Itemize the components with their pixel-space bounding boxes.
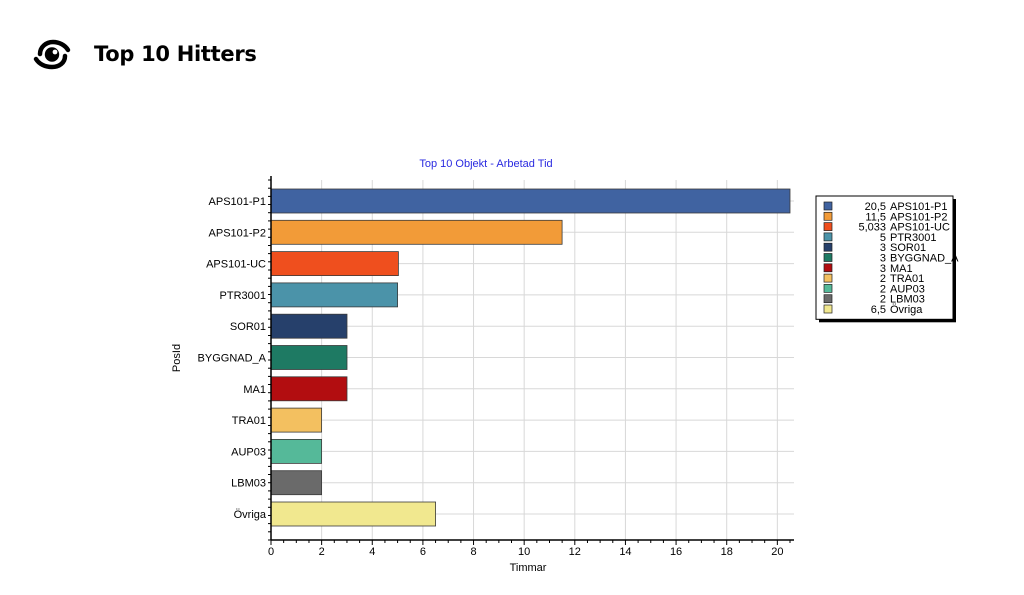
bar <box>270 407 322 433</box>
legend-value: 5,033 <box>858 222 886 234</box>
bar <box>270 376 348 402</box>
bar <box>270 251 399 277</box>
legend-swatch <box>823 304 833 314</box>
y-tick-label: LBM03 <box>231 478 266 490</box>
y-tick-labels: APS101-P1 APS101-P2 APS101-UC PTR3001 SOR01 B… <box>198 196 267 521</box>
y-tick-label: APS101-P2 <box>209 227 266 239</box>
page-title: Top 10 Hitters <box>94 42 257 66</box>
legend-swatch <box>823 263 833 273</box>
legend-swatch <box>823 201 833 211</box>
bar <box>270 345 348 370</box>
y-tick-label: APS101-UC <box>206 259 266 271</box>
y-tick-label: AUP03 <box>231 446 266 458</box>
legend-label: AUP03 <box>890 283 925 295</box>
legend-value: 3 <box>880 253 886 265</box>
y-tick-label: BYGGNAD_A <box>198 353 267 365</box>
x-axis-label: Timmar <box>510 562 547 574</box>
legend-swatch <box>823 222 833 231</box>
legend-label: BYGGNAD_A <box>890 253 959 265</box>
legend-label: TRA01 <box>890 273 924 285</box>
chart-axes <box>268 176 794 545</box>
legend-value: 3 <box>880 242 886 254</box>
legend-swatch <box>823 232 833 242</box>
x-tick-label: 4 <box>369 546 375 558</box>
legend-swatch <box>823 284 833 293</box>
bar <box>270 438 322 464</box>
x-tick-label: 20 <box>771 546 783 558</box>
y-tick-label: APS101-P1 <box>209 196 266 208</box>
target-eye-icon <box>33 39 71 70</box>
legend-swatch <box>823 294 833 304</box>
legend-value: 6,5 <box>871 304 886 316</box>
legend-label: APS101-P1 <box>890 201 947 213</box>
legend-value: 3 <box>880 263 886 275</box>
y-tick-label: PTR3001 <box>220 290 266 302</box>
y-tick-label: TRA01 <box>232 415 266 427</box>
y-tick-label: SOR01 <box>230 321 266 333</box>
x-tick-label: 8 <box>470 546 476 558</box>
bar <box>270 470 322 496</box>
legend-label: MA1 <box>890 263 913 275</box>
x-tick-label: 12 <box>569 546 581 558</box>
legend-value: 2 <box>880 294 886 306</box>
legend-value: 20,5 <box>865 201 886 213</box>
chart-bars <box>270 188 791 527</box>
bar <box>270 282 398 308</box>
page-header: Top 10 Hitters <box>32 36 257 72</box>
legend-swatch <box>823 253 833 262</box>
legend-label: SOR01 <box>890 242 926 254</box>
x-tick-label: 16 <box>670 546 682 558</box>
x-tick-label: 18 <box>721 546 733 558</box>
legend-swatch <box>823 211 833 221</box>
legend-label: LBM03 <box>890 294 925 306</box>
legend-value: 11,5 <box>865 211 886 223</box>
y-tick-label: Övriga <box>234 509 267 521</box>
x-tick-label: 14 <box>619 546 631 558</box>
legend-value: 2 <box>880 273 886 285</box>
chart-legend: 20,5 APS101-P1 11,5 APS101-P2 5,033 APS101-UC… <box>815 195 959 323</box>
x-tick-label: 10 <box>518 546 530 558</box>
bar <box>270 501 437 527</box>
x-tick-labels: 0 2 4 6 8 10 12 14 16 18 20 <box>268 546 784 558</box>
legend-value: 2 <box>880 283 886 295</box>
legend-label: APS101-P2 <box>890 211 947 223</box>
x-tick-label: 6 <box>420 546 426 558</box>
legend-value: 5 <box>880 232 886 244</box>
bar <box>270 313 348 339</box>
legend-swatch <box>823 242 833 252</box>
legend-label: APS101-UC <box>890 222 950 234</box>
y-axis-label: PosId <box>171 344 183 372</box>
y-tick-label: MA1 <box>243 384 266 396</box>
chart-title: Top 10 Objekt - Arbetad Tid <box>419 158 552 170</box>
bar <box>270 188 791 214</box>
legend-box <box>815 195 954 320</box>
bar <box>270 219 563 245</box>
x-tick-label: 2 <box>319 546 325 558</box>
legend-label: PTR3001 <box>890 232 936 244</box>
legend-label: Övriga <box>890 304 923 316</box>
legend-swatch <box>823 273 833 283</box>
x-tick-label: 0 <box>268 546 274 558</box>
